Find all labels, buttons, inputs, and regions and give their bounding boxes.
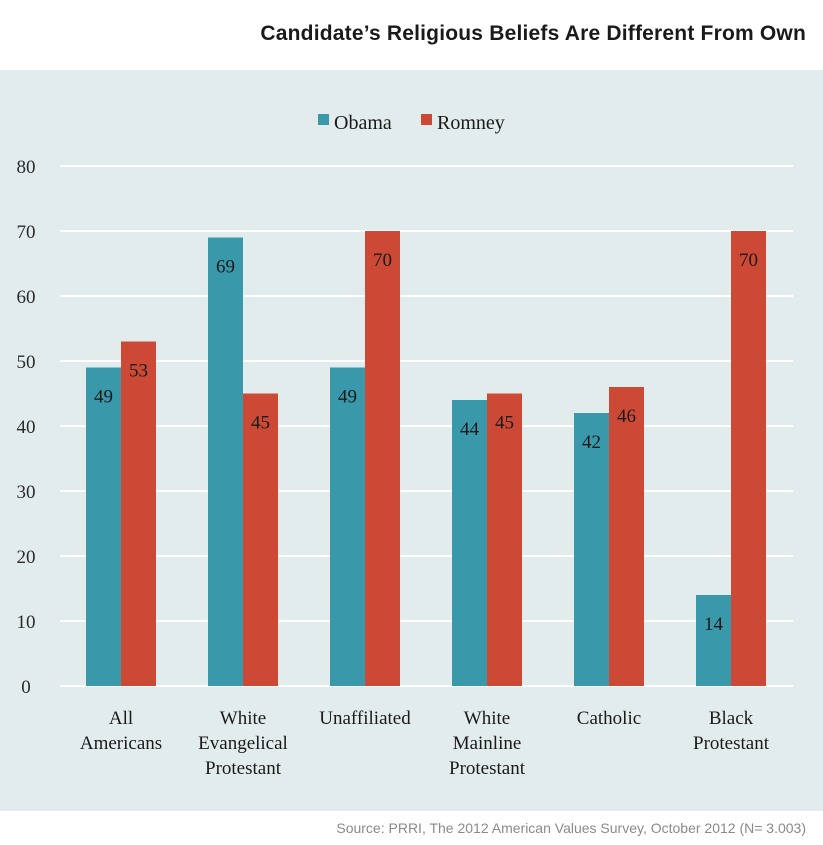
gridlines <box>60 165 793 687</box>
bar-romney-2 <box>365 231 400 686</box>
x-category-line: All <box>109 708 133 729</box>
x-category-line: Americans <box>80 733 162 754</box>
x-category-line: Evangelical <box>198 733 288 754</box>
data-label: 69 <box>216 257 235 278</box>
x-category-line: Unaffiliated <box>319 708 411 729</box>
legend-label-obama: Obama <box>334 112 392 134</box>
y-tick-label: 20 <box>17 547 36 568</box>
bar-romney-1 <box>243 393 278 686</box>
bar-romney-0 <box>121 341 156 686</box>
bars <box>86 231 766 686</box>
x-category-line: Black <box>709 708 754 729</box>
data-label: 70 <box>739 250 758 271</box>
bar-romney-4 <box>609 387 644 686</box>
y-tick-label: 80 <box>17 157 36 178</box>
bar-obama-4 <box>574 413 609 686</box>
bar-obama-2 <box>330 367 365 686</box>
bar-obama-1 <box>208 237 243 686</box>
data-labels: 49 53 69 45 49 70 44 45 42 46 14 70 <box>94 250 758 635</box>
legend-label-romney: Romney <box>437 112 505 134</box>
x-category-line: Protestant <box>205 758 282 779</box>
x-category-label: All Americans <box>80 708 162 754</box>
x-category-line: Protestant <box>449 758 526 779</box>
bar-romney-5 <box>731 231 766 686</box>
data-label: 14 <box>704 614 724 635</box>
x-category-line: Catholic <box>577 708 641 729</box>
source-note: Source: PRRI, The 2012 American Values S… <box>336 820 806 836</box>
x-category-label: White Evangelical Protestant <box>198 708 288 779</box>
x-category-line: White <box>464 708 510 729</box>
data-label: 44 <box>460 419 480 440</box>
legend-swatch-obama <box>318 114 329 125</box>
data-label: 45 <box>251 413 270 434</box>
x-category-line: Mainline <box>453 733 522 754</box>
y-tick-label: 70 <box>17 222 36 243</box>
y-tick-label: 60 <box>17 287 36 308</box>
x-category-label: Catholic <box>577 708 641 729</box>
x-category-label: Black Protestant <box>693 708 770 754</box>
data-label: 45 <box>495 413 514 434</box>
bar-romney-3 <box>487 393 522 686</box>
x-category-line: Protestant <box>693 733 770 754</box>
y-tick-label: 0 <box>21 677 31 698</box>
data-label: 49 <box>94 387 113 408</box>
y-tick-label: 50 <box>17 352 36 373</box>
x-axis-categories: All Americans White Evangelical Protestant Un… <box>80 708 770 779</box>
data-label: 49 <box>338 387 357 408</box>
data-label: 42 <box>582 432 601 453</box>
x-category-label: Unaffiliated <box>319 708 411 729</box>
data-label: 46 <box>617 406 636 427</box>
chart-title: Candidate’s Religious Beliefs Are Differ… <box>260 22 806 45</box>
legend: Obama Romney <box>318 112 505 134</box>
legend-swatch-romney <box>421 114 432 125</box>
bar-obama-3 <box>452 400 487 686</box>
x-category-line: White <box>220 708 266 729</box>
bar-obama-0 <box>86 367 121 686</box>
data-label: 53 <box>129 361 148 382</box>
bar-obama-5 <box>696 595 731 686</box>
y-tick-label: 30 <box>17 482 36 503</box>
y-tick-label: 40 <box>17 417 36 438</box>
y-axis-ticks: 0 10 20 30 40 50 60 70 80 <box>17 157 36 698</box>
y-tick-label: 10 <box>17 612 36 633</box>
x-category-label: White Mainline Protestant <box>449 708 526 779</box>
data-label: 70 <box>373 250 392 271</box>
